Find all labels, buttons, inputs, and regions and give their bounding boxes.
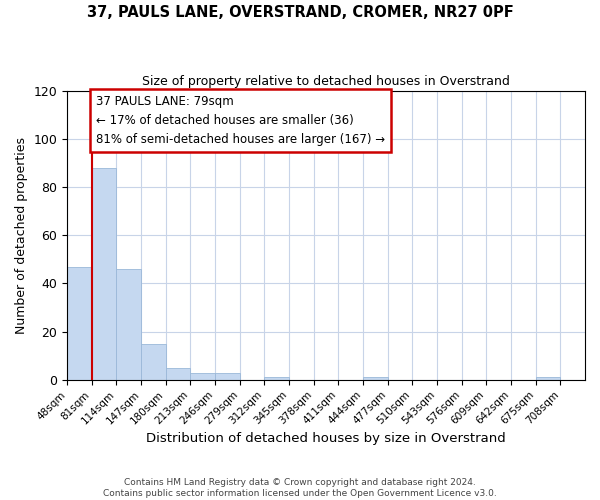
- Text: 37, PAULS LANE, OVERSTRAND, CROMER, NR27 0PF: 37, PAULS LANE, OVERSTRAND, CROMER, NR27…: [86, 5, 514, 20]
- Text: Contains HM Land Registry data © Crown copyright and database right 2024.
Contai: Contains HM Land Registry data © Crown c…: [103, 478, 497, 498]
- Text: 37 PAULS LANE: 79sqm
← 17% of detached houses are smaller (36)
81% of semi-detac: 37 PAULS LANE: 79sqm ← 17% of detached h…: [95, 96, 385, 146]
- Bar: [141, 344, 166, 380]
- Bar: [363, 378, 388, 380]
- Bar: [265, 378, 289, 380]
- Bar: [190, 372, 215, 380]
- Title: Size of property relative to detached houses in Overstrand: Size of property relative to detached ho…: [142, 75, 510, 88]
- Bar: [215, 372, 240, 380]
- Bar: [92, 168, 116, 380]
- Bar: [536, 378, 560, 380]
- Bar: [67, 266, 92, 380]
- Bar: [166, 368, 190, 380]
- X-axis label: Distribution of detached houses by size in Overstrand: Distribution of detached houses by size …: [146, 432, 506, 445]
- Y-axis label: Number of detached properties: Number of detached properties: [15, 136, 28, 334]
- Bar: [116, 269, 141, 380]
